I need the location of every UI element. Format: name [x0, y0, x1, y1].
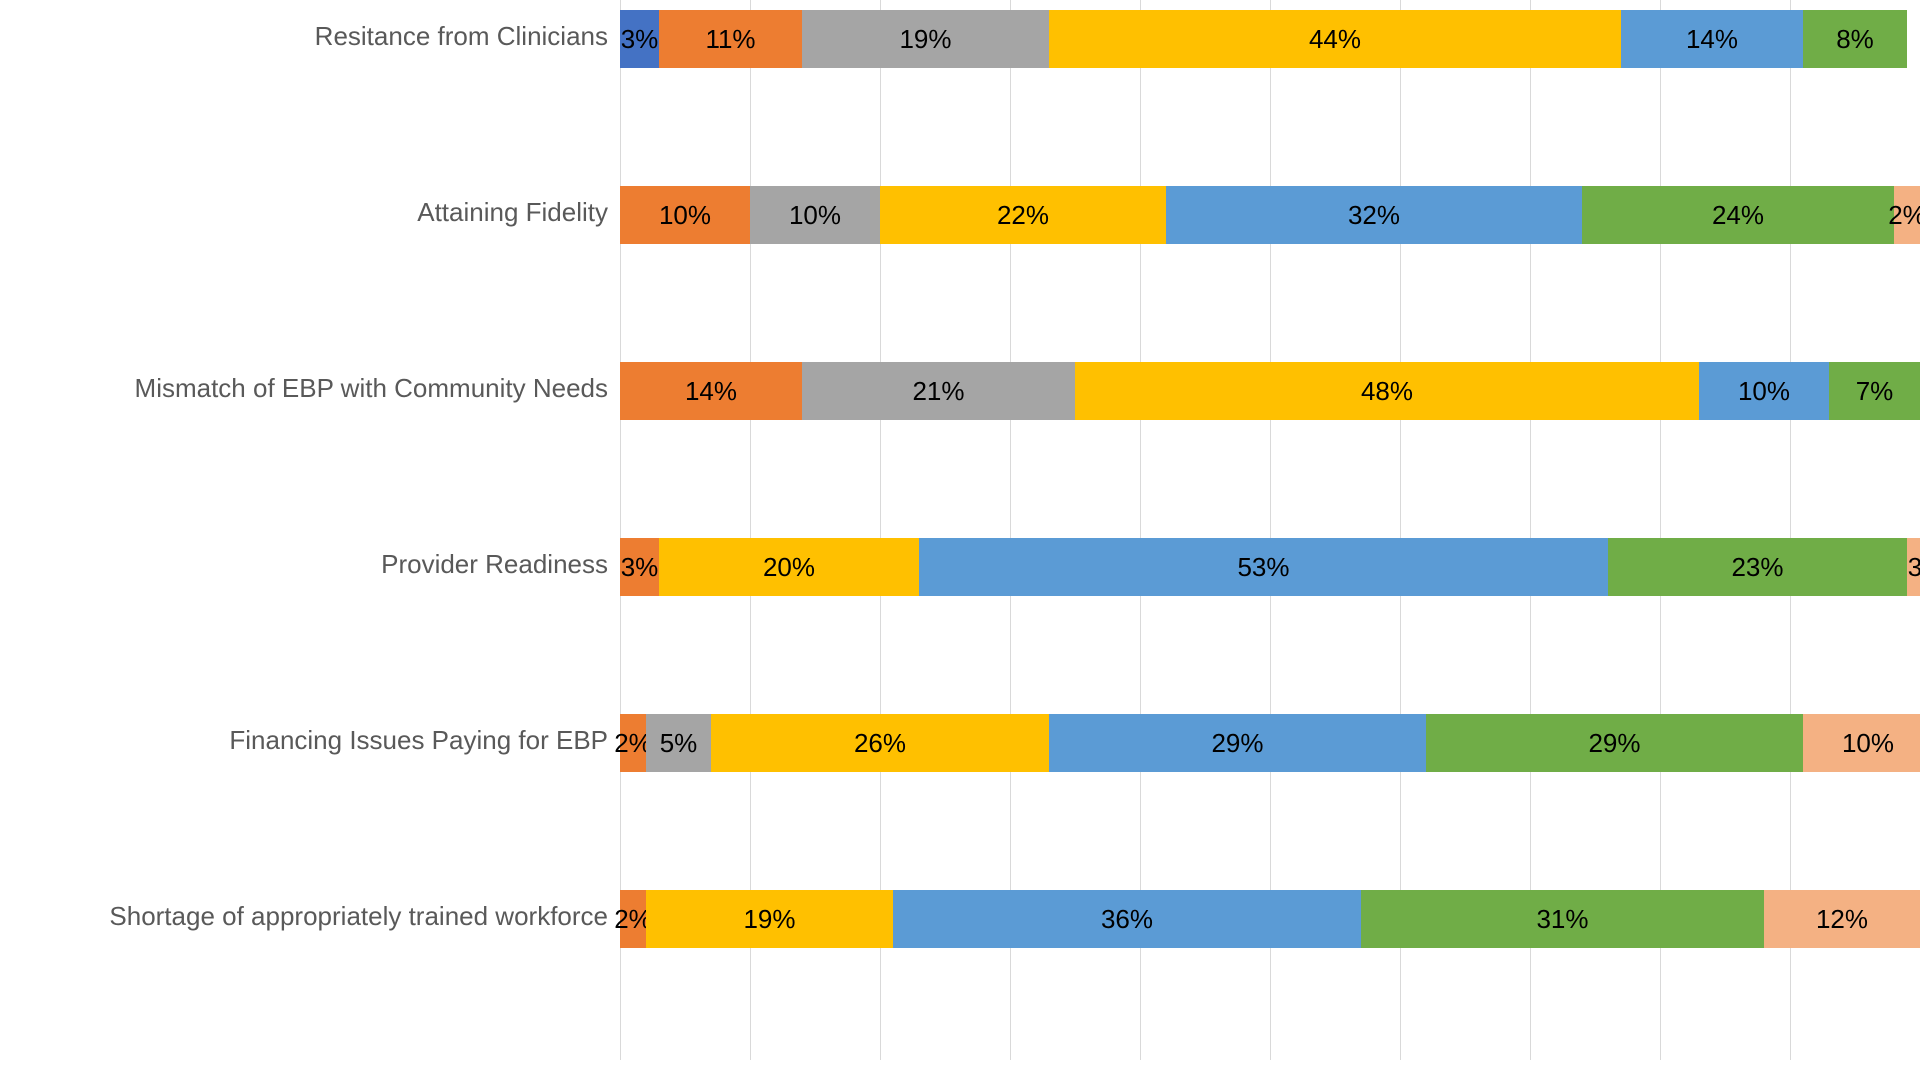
segment-value-label: 22% [997, 200, 1049, 231]
category-label: Mismatch of EBP with Community Needs [135, 373, 608, 404]
bar-segment: 23% [1608, 538, 1907, 596]
bar-row: 2% 19% 36% 31% 12% [620, 890, 1920, 948]
segment-value-label: 19% [899, 24, 951, 55]
segment-value-label: 10% [789, 200, 841, 231]
bar-segment: 21% [802, 362, 1075, 420]
bar-segment: 12% [1764, 890, 1920, 948]
bar-segment: 29% [1049, 714, 1426, 772]
bar-segment: 2% [1894, 186, 1920, 244]
segment-value-label: 29% [1211, 728, 1263, 759]
segment-value-label: 24% [1712, 200, 1764, 231]
bar-row: 2% 5% 26% 29% 29% 10% [620, 714, 1920, 772]
bar-segment: 22% [880, 186, 1166, 244]
bar-segment: 2% [620, 890, 646, 948]
category-label: Shortage of appropriately trained workfo… [109, 901, 608, 932]
bar-row: 3% 11% 19% 44% 14% 8% [620, 10, 1907, 68]
bar-segment: 36% [893, 890, 1361, 948]
bar-segment: 29% [1426, 714, 1803, 772]
bar-segment: 10% [1699, 362, 1829, 420]
segment-value-label: 10% [1842, 728, 1894, 759]
segment-value-label: 48% [1361, 376, 1413, 407]
segment-value-label: 14% [685, 376, 737, 407]
category-label: Provider Readiness [381, 549, 608, 580]
segment-value-label: 7% [1856, 376, 1894, 407]
category-label: Resitance from Clinicians [315, 21, 608, 52]
bar-segment: 8% [1803, 10, 1907, 68]
segment-value-label: 12% [1816, 904, 1868, 935]
bar-segment: 10% [750, 186, 880, 244]
bar-segment: 3% [1907, 538, 1920, 596]
bar-row: 10% 10% 22% 32% 24% 2% [620, 186, 1920, 244]
bar-segment: 10% [620, 186, 750, 244]
bar-segment: 7% [1829, 362, 1920, 420]
category-label: Attaining Fidelity [417, 197, 608, 228]
bar-segment: 20% [659, 538, 919, 596]
segment-value-label: 2% [1888, 200, 1920, 231]
segment-value-label: 44% [1309, 24, 1361, 55]
segment-value-label: 10% [659, 200, 711, 231]
segment-value-label: 20% [763, 552, 815, 583]
stacked-bar-chart: 3% 11% 19% 44% 14% 8% 10% 10% 22% 32% 24% 2% 14% 21% 4… [0, 0, 1920, 1080]
segment-value-label: 53% [1237, 552, 1289, 583]
segment-value-label: 23% [1731, 552, 1783, 583]
segment-value-label: 10% [1738, 376, 1790, 407]
segment-value-label: 3% [621, 24, 659, 55]
segment-value-label: 3% [621, 552, 659, 583]
segment-value-label: 29% [1588, 728, 1640, 759]
segment-value-label: 26% [854, 728, 906, 759]
bar-segment: 11% [659, 10, 802, 68]
bar-segment: 2% [620, 714, 646, 772]
bar-segment: 10% [1803, 714, 1920, 772]
segment-value-label: 14% [1686, 24, 1738, 55]
plot-area: 3% 11% 19% 44% 14% 8% 10% 10% 22% 32% 24% 2% 14% 21% 4… [620, 0, 1920, 1060]
segment-value-label: 36% [1101, 904, 1153, 935]
segment-value-label: 11% [705, 24, 755, 55]
category-label: Financing Issues Paying for EBP [229, 725, 608, 756]
segment-value-label: 19% [743, 904, 795, 935]
bar-segment: 14% [1621, 10, 1803, 68]
bar-row: 14% 21% 48% 10% 7% [620, 362, 1920, 420]
bar-segment: 3% [620, 10, 659, 68]
bar-segment: 26% [711, 714, 1049, 772]
bar-segment: 53% [919, 538, 1608, 596]
segment-value-label: 5% [660, 728, 698, 759]
bar-segment: 31% [1361, 890, 1764, 948]
bar-segment: 5% [646, 714, 711, 772]
segment-value-label: 8% [1836, 24, 1874, 55]
bar-segment: 3% [620, 538, 659, 596]
segment-value-label: 32% [1348, 200, 1400, 231]
bar-segment: 44% [1049, 10, 1621, 68]
segment-value-label: 3% [1908, 552, 1920, 583]
bar-segment: 19% [646, 890, 893, 948]
bar-segment: 24% [1582, 186, 1894, 244]
bar-segment: 48% [1075, 362, 1699, 420]
bar-segment: 32% [1166, 186, 1582, 244]
segment-value-label: 21% [912, 376, 964, 407]
bar-row: 3% 20% 53% 23% 3% [620, 538, 1920, 596]
bar-segment: 19% [802, 10, 1049, 68]
bar-segment: 14% [620, 362, 802, 420]
segment-value-label: 31% [1536, 904, 1588, 935]
